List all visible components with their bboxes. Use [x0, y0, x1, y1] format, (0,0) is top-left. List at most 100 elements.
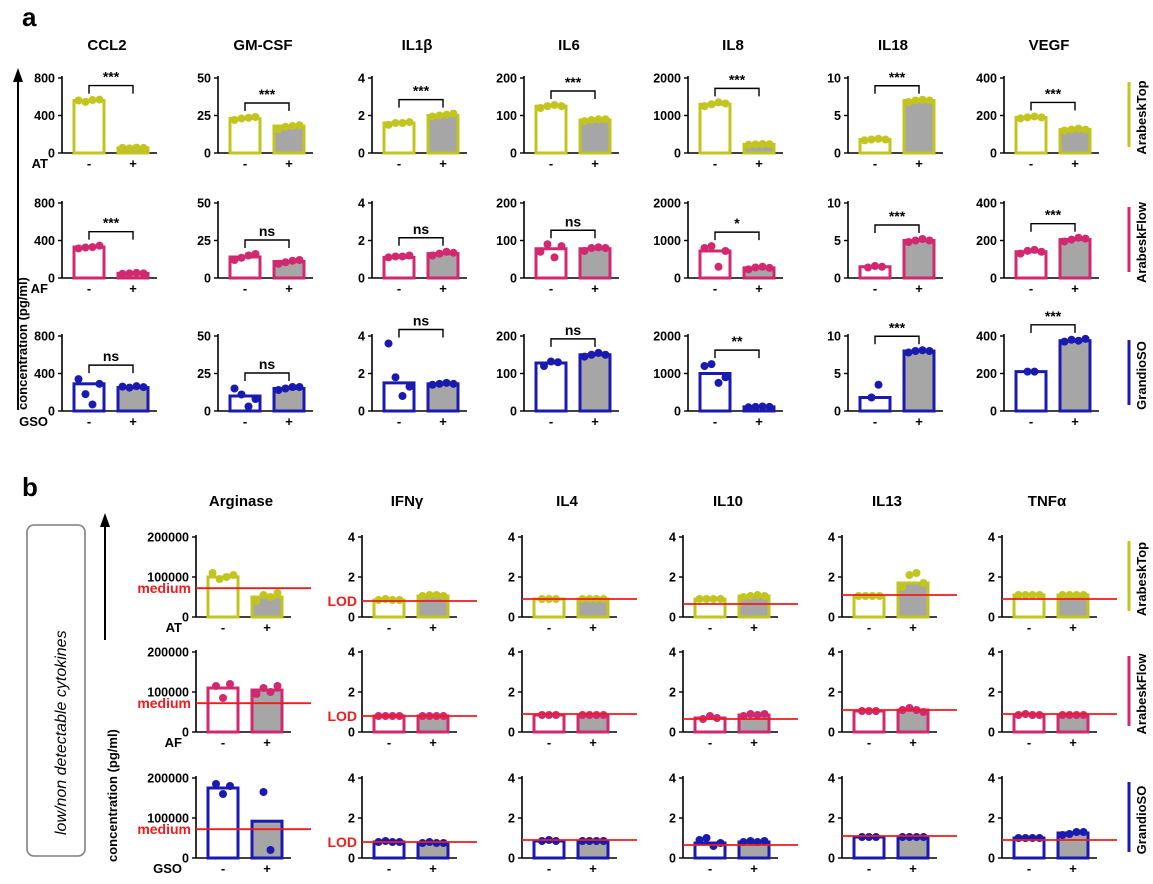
- pa-c0-r1-xtick-minus: -: [87, 281, 91, 296]
- pb-c3-r2-point-0-1: [702, 834, 711, 842]
- pa-c0-r2-point-1-1: [125, 383, 134, 392]
- pb-c5-r1-ytick-label-2: 4: [988, 646, 995, 660]
- pb-c3-r1-point-1-3: [760, 710, 769, 718]
- pb-c2-r2-point-1-2: [592, 837, 601, 845]
- pa-c4-r0-point-1-1: [751, 140, 760, 149]
- pb-c0-r0-ytick-label-2: 200000: [147, 531, 189, 545]
- pa-c3-r0-point-1-1: [587, 116, 596, 124]
- pa-c5-r0-sig-bracket: [874, 85, 920, 94]
- column-title-0: CCL2: [87, 37, 126, 54]
- pa-c4-r2-point-1-0: [744, 403, 753, 412]
- pb-c3-r1-point-1-0: [739, 712, 748, 720]
- pa-c0-r1-point-0-1: [81, 243, 90, 252]
- pb-c4-r0-point-1-2: [912, 569, 921, 577]
- panel-b-side-box-label: low/non detectable cytokines: [53, 630, 70, 835]
- pb-c1-r0-xtick-minus: -: [387, 620, 391, 635]
- pa-c5-r0-bar-1: [902, 99, 936, 155]
- pb-c3-r0-point-1-2: [753, 591, 762, 599]
- pa-c1-r0-point-1-2: [288, 122, 297, 130]
- pa-c3-r0-xtick-minus: -: [549, 156, 553, 171]
- pa-c3-r2-point-0-1: [547, 357, 555, 366]
- pb-c2-r2-point-0-0: [538, 837, 546, 845]
- pa-c1-r2-xtick-plus: +: [285, 414, 293, 429]
- pa-c3-r2-sig-label: ns: [565, 322, 582, 338]
- pb-c2-r1-point-1-3: [599, 711, 608, 719]
- pb-c0-r1-xtick-minus: -: [221, 735, 225, 750]
- pb-c5-r0-ytick-label-2: 4: [988, 531, 995, 545]
- pb-c5-r1-xtick-minus: -: [1027, 735, 1031, 750]
- pb-c1-r0-point-0-3: [395, 596, 404, 604]
- pb-c3-r2-ytick-label-2: 4: [669, 772, 676, 786]
- pa-c2-r2-point-1-1: [435, 379, 444, 388]
- pb-c5-r0-point-0-0: [1014, 591, 1023, 599]
- pa-c4-r0-xtick-minus: -: [713, 156, 717, 171]
- pb-c3-r0-point-1-0: [739, 593, 748, 601]
- pb-c0-r0-bar-0: [206, 575, 240, 619]
- pb-c3-r1-ytick-label-1: 2: [669, 686, 676, 700]
- pa-c0-r0-point-1-3: [139, 143, 148, 152]
- pb-c0-r0-ref-label: medium: [137, 580, 191, 596]
- pb-c5-r0-point-0-2: [1028, 591, 1037, 599]
- pa-c4-r0-point-0-0: [700, 102, 709, 111]
- pa-c3-r1-sig-label: ns: [565, 213, 582, 229]
- pb-c3-r2-point-0-2: [709, 842, 718, 850]
- column-title-0: Arginase: [209, 493, 273, 510]
- pb-c3-r2-ytick-label-0: 0: [669, 852, 676, 866]
- pb-c1-r0-point-1-1: [425, 591, 434, 599]
- pa-c2-r1-sig-label: ns: [413, 221, 430, 237]
- pb-c1-r2-point-1-2: [432, 839, 441, 847]
- pa-c1-r0-sig-label: ***: [259, 86, 276, 102]
- pb-c0-r0-point-0-2: [222, 573, 231, 581]
- pa-c6-r1-point-0-0: [1016, 249, 1025, 258]
- pa-c1-r1-point-1-3: [295, 256, 304, 264]
- pb-c4-r0-point-0-0: [854, 592, 863, 600]
- pb-c4-r1-ytick-label-1: 2: [828, 686, 835, 700]
- pa-c3-r2-bar-1: [578, 353, 612, 413]
- pa-c2-r2-ytick-label-2: 4: [358, 330, 365, 344]
- pa-c2-r1-point-1-3: [449, 248, 458, 257]
- pa-c6-r0-bar-0: [1014, 115, 1048, 155]
- pb-c2-r2-ytick-label-1: 2: [508, 812, 515, 826]
- pa-c6-r1-point-1-3: [1081, 234, 1090, 243]
- pb-c3-r0-ytick-label-1: 2: [669, 571, 676, 585]
- column-title-3: IL10: [713, 493, 743, 510]
- pa-c6-r0-group-label: ArabeskTop: [1134, 80, 1149, 154]
- pb-c4-r1-point-0-2: [872, 707, 880, 715]
- pa-c3-r1-xtick-plus: +: [591, 281, 599, 296]
- pa-c6-r1-xtick-plus: +: [1071, 281, 1079, 296]
- pa-c3-r1-sig-bracket: [550, 229, 596, 239]
- pa-c6-r2-point-1-3: [1081, 334, 1090, 343]
- pb-c0-r0-point-0-3: [229, 571, 238, 579]
- pa-c3-r0-sig-label: ***: [565, 74, 582, 90]
- pa-c0-r2-sig-bracket: [88, 364, 134, 374]
- pa-c4-r1-point-1-1: [751, 263, 760, 272]
- pa-c6-r1-ytick-label-0: 0: [990, 272, 997, 286]
- pa-c4-r1-point-1-3: [765, 263, 774, 272]
- pb-c4-r2-point-1-1: [905, 833, 914, 841]
- pa-c2-r1-ytick-label-0: 0: [358, 272, 365, 286]
- pb-c2-r1-point-0-1: [545, 711, 553, 719]
- pb-c4-r1-point-0-0: [858, 707, 866, 715]
- pb-c4-r0-ytick-label-0: 0: [828, 611, 835, 625]
- pb-c0-r1-ytick-label-1: 100000: [147, 686, 189, 700]
- pa-c4-r2-point-0-0: [700, 362, 709, 370]
- pa-c6-r1-point-1-0: [1060, 237, 1069, 246]
- pb-c5-r0-point-0-1: [1021, 591, 1030, 599]
- pa-c6-r2-group-label: GrandioSO: [1134, 341, 1149, 410]
- pb-c4-r0-point-1-0: [898, 583, 907, 591]
- pb-c4-r2-point-0-1: [865, 833, 873, 841]
- pb-c0-r0-ytick-label-0: 0: [182, 611, 189, 625]
- pa-c5-r0-point-0-2: [874, 134, 883, 143]
- pa-c5-r2-point-1-0: [904, 348, 913, 357]
- pa-c1-r2-point-1-0: [274, 386, 283, 394]
- pa-c5-r0-ytick-label-2: 10: [827, 72, 841, 86]
- pb-c0-r2-point-0-0: [212, 780, 220, 788]
- pb-c3-r2-point-0-0: [695, 836, 704, 844]
- pa-c4-r1-point-1-2: [758, 262, 767, 271]
- pa-c3-r2-point-0-2: [554, 358, 562, 367]
- pa-c5-r2-point-1-2: [918, 346, 927, 355]
- pa-c1-r1-xtick-plus: +: [285, 281, 293, 296]
- pa-c6-r0-sig-label: ***: [1045, 85, 1062, 101]
- pb-c2-r2-point-1-0: [578, 837, 587, 845]
